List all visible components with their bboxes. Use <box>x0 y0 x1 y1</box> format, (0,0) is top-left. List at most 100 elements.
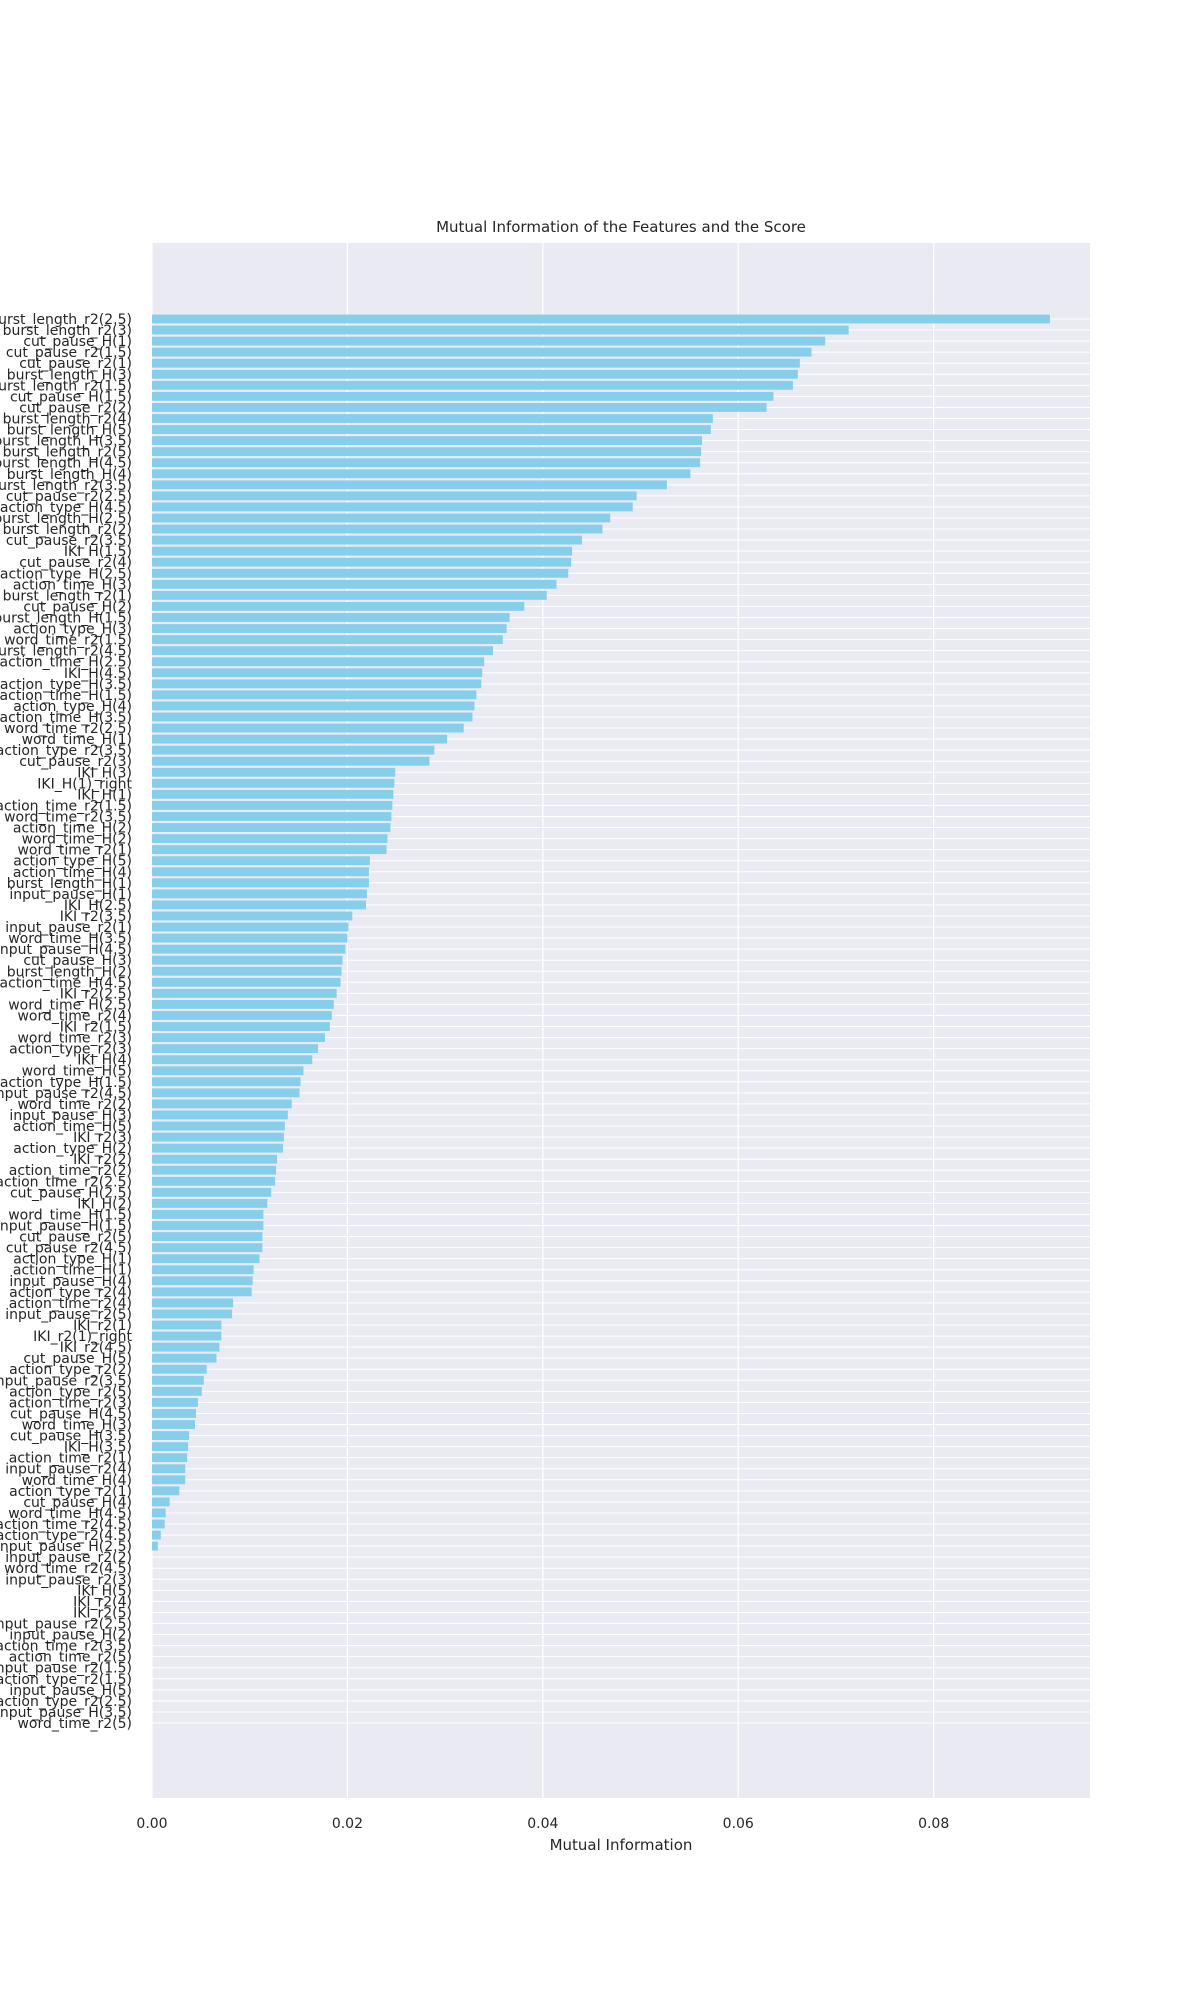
y-tick-label: action_time_H(3) <box>13 577 132 593</box>
y-tick-label: cut_pause_H(4) <box>23 1495 132 1511</box>
bar <box>152 1055 313 1065</box>
y-tick-label: burst_length_H(3) <box>7 367 132 383</box>
y-tick-label: burst_length_r2(1) <box>3 588 132 604</box>
bar <box>152 646 494 656</box>
y-tick-label: action_type_H(4.5) <box>0 500 132 516</box>
bar <box>152 1298 234 1308</box>
y-tick-label: action_time_H(4) <box>13 865 132 881</box>
y-tick-label: action_time_r2(1) <box>9 1451 132 1467</box>
bar <box>152 878 369 888</box>
bar <box>152 778 395 788</box>
bar <box>152 988 337 998</box>
bar <box>152 801 393 810</box>
bar <box>152 635 503 645</box>
y-tick-label: action_type_r2(1) <box>9 1484 132 1500</box>
bar <box>152 1541 158 1551</box>
bar <box>152 1066 304 1076</box>
bar <box>152 922 349 932</box>
y-tick-label: burst_length_r2(3.5) <box>0 478 132 494</box>
bar <box>152 944 346 954</box>
y-tick-label: action_time_r2(3) <box>9 1395 132 1411</box>
bar <box>152 1221 264 1230</box>
bar <box>152 447 702 457</box>
x-axis-label: Mutual Information <box>550 1836 693 1854</box>
y-tick-label: IKI_H(5) <box>77 1583 132 1599</box>
bar <box>152 1475 186 1485</box>
bar <box>152 889 367 899</box>
y-tick-label: action_type_r2(4.5) <box>0 1528 132 1544</box>
y-tick-label: action_type_r2(1.5) <box>0 1672 132 1688</box>
bar <box>152 436 703 446</box>
y-tick-label: word_time_r2(1.5) <box>4 633 132 649</box>
bar <box>152 1486 180 1496</box>
y-tick-label: input_pause_H(1) <box>9 887 132 903</box>
y-tick-label: word_time_H(4.5) <box>8 1506 132 1522</box>
y-tick-label: IKI_H(3.5) <box>64 1440 132 1456</box>
y-tick-label: cut_pause_r2(1) <box>19 356 132 372</box>
bar <box>152 1431 190 1440</box>
bar <box>152 624 507 633</box>
bar <box>152 524 603 534</box>
bar <box>152 590 547 600</box>
bar <box>152 380 793 390</box>
y-tick-label: action_time_r2(3.5) <box>0 1639 132 1655</box>
y-tick-label: burst_length_r2(2) <box>3 522 132 538</box>
bar <box>152 403 767 412</box>
y-tick-label: burst_length_r2(5) <box>3 445 132 461</box>
y-tick-label: word_time_r2(4) <box>17 1008 132 1024</box>
bar <box>152 1232 263 1241</box>
bar <box>152 767 396 777</box>
bar <box>152 1088 300 1098</box>
bar <box>152 1464 186 1474</box>
bar <box>152 845 387 855</box>
y-tick-label: action_type_r2(5) <box>9 1384 132 1400</box>
bar <box>152 513 611 523</box>
y-tick-label: action_time_H(1) <box>13 1263 132 1279</box>
bar <box>152 1420 195 1429</box>
y-tick-label: burst_length_H(1.5) <box>0 610 132 626</box>
y-tick-label: IKI_r2(5) <box>73 1605 132 1621</box>
bar <box>152 358 800 368</box>
y-tick-label: action_time_r2(1.5) <box>0 798 132 814</box>
y-tick-label: word_time_H(3.5) <box>8 931 132 947</box>
bar <box>152 1077 301 1087</box>
y-tick-label: cut_pause_H(5) <box>23 1351 132 1367</box>
y-tick-label: word_time_r2(3.5) <box>4 809 132 825</box>
y-tick-label: input_pause_H(3) <box>9 1108 132 1124</box>
x-tick-label: 0.02 <box>332 1816 363 1832</box>
y-tick-label: action_time_H(1.5) <box>0 688 132 704</box>
bar <box>152 1165 277 1175</box>
y-tick-label: IKI_H(1)_right <box>37 776 132 792</box>
bar <box>152 812 392 821</box>
bar <box>152 1331 222 1341</box>
y-tick-label: cut_pause_r2(4.5) <box>6 1241 132 1257</box>
y-tick-label: input_pause_H(2.5) <box>0 1539 132 1555</box>
y-tick-label: input_pause_r2(2.5) <box>0 1617 132 1633</box>
y-tick-label: burst_length_r2(4) <box>3 411 132 427</box>
bar <box>152 1519 165 1529</box>
y-tick-label: action_time_r2(2) <box>9 1163 132 1179</box>
bar <box>152 933 348 943</box>
bar <box>152 1099 292 1109</box>
y-tick-label: burst_length_H(4.5) <box>0 456 132 472</box>
y-tick-label: input_pause_r2(1) <box>5 920 132 936</box>
bar <box>152 469 691 479</box>
x-tick-label: 0.08 <box>918 1816 949 1832</box>
bar <box>152 1375 204 1385</box>
bar <box>152 1121 285 1131</box>
y-tick-label: action_type_H(3.5) <box>0 677 132 693</box>
y-tick-label: action_time_H(3.5) <box>0 710 132 726</box>
x-tick-label: 0.00 <box>136 1816 167 1832</box>
y-tick-label: action_time_H(4.5) <box>0 975 132 991</box>
y-tick-label: action_time_r2(5) <box>9 1650 132 1666</box>
y-tick-label: IKI_H(1) <box>77 787 132 803</box>
bar <box>152 1530 161 1540</box>
bar <box>152 723 464 733</box>
y-tick-label: IKI_r2(1.5) <box>60 1020 132 1036</box>
bar <box>152 336 826 346</box>
bar <box>152 613 510 622</box>
y-tick-label: input_pause_H(4.5) <box>0 942 132 958</box>
bar <box>152 911 353 921</box>
bar <box>152 425 711 434</box>
